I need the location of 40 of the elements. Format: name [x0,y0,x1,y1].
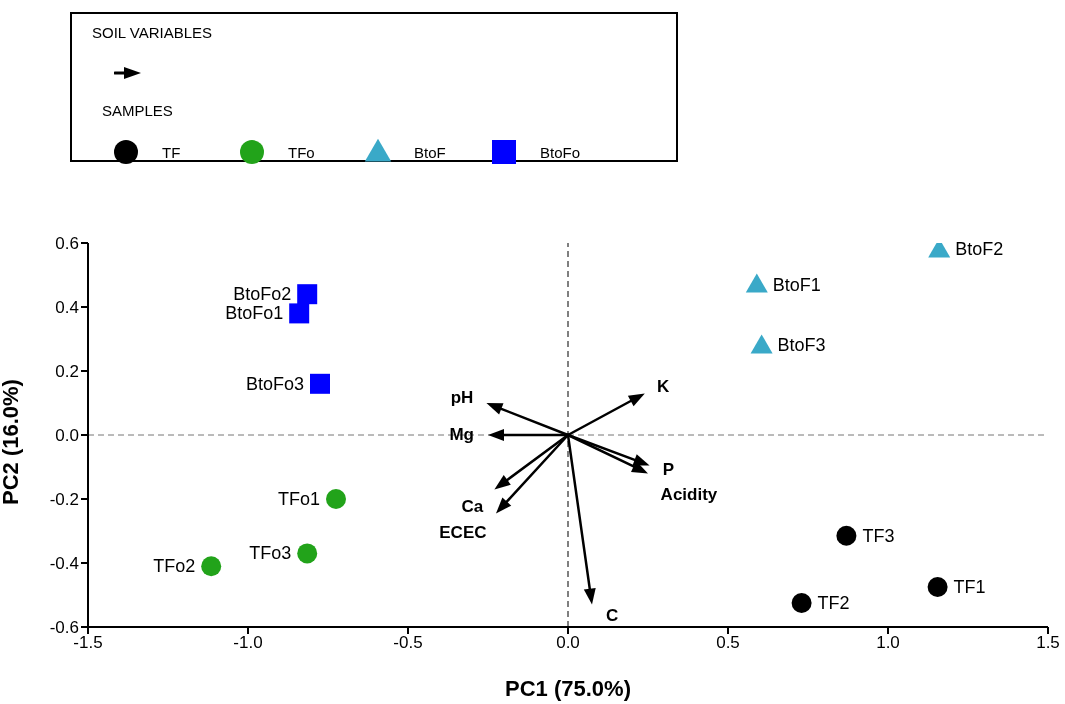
x-tick-label: 1.5 [1036,633,1060,653]
annotation: K [657,376,671,396]
y-tick-label: 0.6 [55,234,79,254]
annotation: BtoFo3 [245,373,304,394]
annotation: C [606,605,619,625]
annotation: BtoF3 [777,335,826,356]
legend-label: TFo [288,143,315,161]
annotation: BtoF1 [772,274,821,295]
annotation: P [662,460,675,480]
annotation: TF1 [953,577,986,597]
y-tick-label: -0.2 [49,490,79,510]
x-tick-label: 0.0 [556,633,580,653]
annotation: TFo2 [153,556,196,577]
x-tick-label: 0.5 [716,633,740,653]
y-tick-label: 0.0 [55,426,79,446]
text: SOIL VARIABLES [92,24,213,41]
annotation: TFo3 [249,543,292,564]
y-tick-label: 0.4 [55,298,79,318]
y-tick-label: 0.2 [55,362,79,382]
annotation: BtoF2 [955,239,1004,260]
x-tick-label: -0.5 [393,633,423,653]
annotation: TF2 [817,593,850,613]
annotation: Acidity [660,485,718,505]
annotation: TF3 [862,525,895,546]
annotation: Ca [461,496,484,516]
legend-label: BtoF [414,143,446,161]
annotation: ECEC [439,522,487,542]
annotation: Mg [449,425,474,444]
legend-label: BtoFo [540,143,581,161]
legend-label: TF [162,143,181,161]
annotation: pH [450,387,474,407]
y-tick-label: -0.4 [49,554,79,574]
x-axis-title: PC1 (75.0%) [505,676,631,701]
y-axis-title: PC2 (16.0%) [0,379,23,505]
annotation: BtoFo1 [225,303,284,324]
x-tick-label: -1.0 [233,633,263,653]
x-tick-label: 1.0 [876,633,900,653]
annotation: TFo1 [277,489,320,509]
legend-title: SAMPLES [102,102,173,119]
annotation: BtoFo2 [233,284,292,305]
